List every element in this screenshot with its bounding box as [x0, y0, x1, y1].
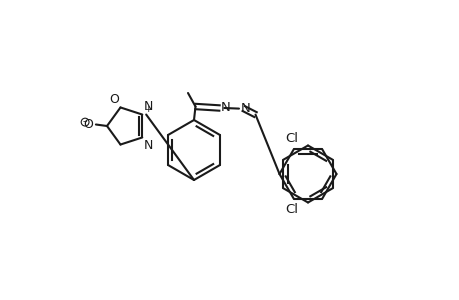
Text: O: O: [109, 93, 119, 106]
Text: N: N: [144, 139, 153, 152]
Text: +: +: [144, 105, 151, 114]
Text: N: N: [144, 100, 153, 113]
Text: N: N: [220, 101, 230, 114]
Text: O: O: [83, 118, 93, 131]
Text: –: –: [83, 118, 87, 127]
Text: N: N: [240, 101, 250, 115]
Text: Cl: Cl: [285, 203, 298, 217]
Text: Cl: Cl: [285, 131, 298, 145]
